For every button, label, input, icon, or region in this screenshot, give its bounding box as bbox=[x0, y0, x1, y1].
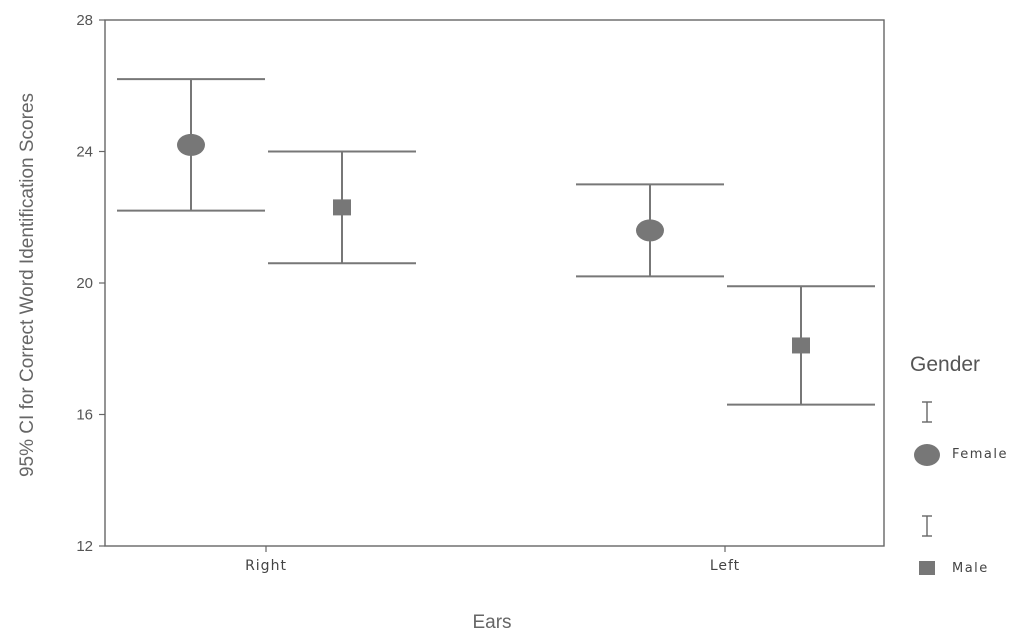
y-tick-label: 20 bbox=[76, 275, 93, 292]
legend-square-icon bbox=[919, 561, 935, 575]
x-tick-label: Left bbox=[710, 558, 740, 574]
legend-label: Male bbox=[952, 561, 989, 576]
x-tick-label: Right bbox=[245, 558, 287, 574]
mean-marker-female bbox=[177, 133, 205, 156]
mean-marker-female bbox=[636, 219, 664, 242]
y-axis-title: 95% CI for Correct Word Identification S… bbox=[17, 93, 38, 477]
x-axis-title: Ears bbox=[472, 612, 511, 633]
mean-marker-male bbox=[333, 199, 351, 216]
plot-frame bbox=[104, 19, 885, 547]
y-tick-label: 24 bbox=[76, 144, 93, 161]
y-tick-label: 16 bbox=[76, 407, 93, 424]
legend-item-male: Male bbox=[919, 515, 989, 576]
legend: Gender Female Male bbox=[910, 353, 1008, 576]
y-tick-label: 12 bbox=[76, 538, 93, 555]
mean-marker-male bbox=[792, 337, 810, 354]
y-tick-label: 28 bbox=[76, 12, 93, 29]
legend-circle-icon bbox=[914, 444, 940, 466]
legend-label: Female bbox=[952, 447, 1008, 462]
legend-item-female: Female bbox=[914, 401, 1008, 466]
legend-title: Gender bbox=[910, 353, 980, 376]
